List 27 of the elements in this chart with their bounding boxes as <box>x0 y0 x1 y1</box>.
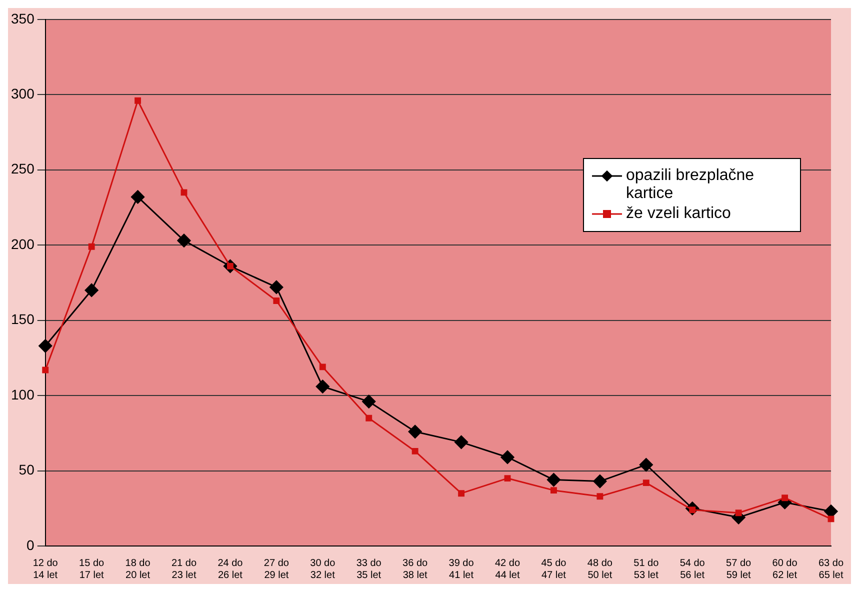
x-tick-label: 21 do 23 let <box>171 558 197 581</box>
y-tick-label: 250 <box>11 160 35 177</box>
x-tick-label: 60 do 62 let <box>772 558 798 581</box>
x-tick-label: 45 do 47 let <box>541 558 567 581</box>
x-tick-label: 12 do 14 let <box>32 558 58 581</box>
y-tick-label: 150 <box>11 311 35 328</box>
legend-label: že vzeli kartico <box>626 205 731 223</box>
x-tick-label: 27 do 29 let <box>264 558 290 581</box>
x-tick-label: 57 do 59 let <box>726 558 752 581</box>
x-tick-label: 15 do 17 let <box>79 558 105 581</box>
y-tick-label: 300 <box>11 85 35 102</box>
x-tick-label: 30 do 32 let <box>310 558 336 581</box>
y-tick-label: 0 <box>26 536 35 553</box>
x-tick-label: 42 do 44 let <box>494 558 520 581</box>
x-tick-label: 33 do 35 let <box>356 558 382 581</box>
y-tick-label: 200 <box>11 236 35 252</box>
x-tick-label: 18 do 20 let <box>125 558 151 581</box>
x-tick-label: 54 do 56 let <box>680 558 706 581</box>
x-tick-label: 36 do 38 let <box>402 558 428 581</box>
x-tick-label: 39 do 41 let <box>448 558 474 581</box>
x-tick-label: 48 do 50 let <box>587 558 613 581</box>
y-tick-label: 350 <box>11 10 35 26</box>
y-tick-label: 50 <box>18 462 35 478</box>
x-tick-label: 24 do 26 let <box>218 558 244 581</box>
y-tick-label: 100 <box>11 386 35 402</box>
x-tick-label: 51 do 53 let <box>634 558 660 581</box>
x-tick-label: 63 do 65 let <box>818 558 844 581</box>
